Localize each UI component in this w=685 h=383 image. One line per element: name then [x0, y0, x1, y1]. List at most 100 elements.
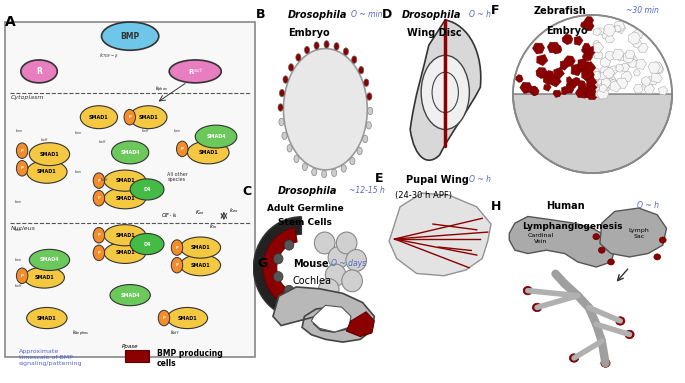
Text: Embryo: Embryo — [288, 28, 329, 38]
PathPatch shape — [634, 85, 643, 93]
Ellipse shape — [169, 60, 221, 83]
Text: Wing Disc: Wing Disc — [407, 28, 462, 38]
PathPatch shape — [633, 39, 642, 48]
PathPatch shape — [587, 87, 599, 99]
Text: SMAD1: SMAD1 — [37, 169, 57, 174]
Text: $k_{off}$: $k_{off}$ — [170, 328, 179, 337]
Circle shape — [284, 49, 367, 170]
Ellipse shape — [104, 188, 146, 209]
PathPatch shape — [594, 42, 603, 53]
PathPatch shape — [603, 24, 616, 36]
Text: H: H — [490, 200, 501, 213]
PathPatch shape — [553, 90, 561, 97]
Circle shape — [336, 232, 357, 254]
Ellipse shape — [101, 22, 159, 50]
Text: SMAD1: SMAD1 — [40, 152, 60, 157]
Text: $k_{on}$: $k_{on}$ — [74, 129, 82, 137]
Circle shape — [321, 170, 327, 178]
Circle shape — [351, 56, 357, 63]
PathPatch shape — [586, 71, 595, 80]
Circle shape — [319, 279, 339, 300]
Text: P: P — [97, 233, 100, 237]
Circle shape — [342, 270, 362, 292]
PathPatch shape — [614, 25, 621, 32]
Text: $K_{ex}$: $K_{ex}$ — [195, 208, 206, 217]
PathPatch shape — [597, 79, 606, 88]
Text: SMAD4: SMAD4 — [121, 293, 140, 298]
Text: SMAD1: SMAD1 — [190, 245, 210, 250]
Text: P: P — [21, 149, 23, 153]
PathPatch shape — [578, 59, 588, 69]
Text: R$^{act}$: R$^{act}$ — [188, 66, 203, 77]
Text: P: P — [21, 274, 23, 278]
Text: $k_{on}$: $k_{on}$ — [173, 128, 181, 135]
PathPatch shape — [582, 68, 593, 80]
Text: $k_{TGF-\beta}$: $k_{TGF-\beta}$ — [99, 52, 119, 62]
Ellipse shape — [112, 141, 149, 164]
Circle shape — [273, 254, 283, 264]
PathPatch shape — [632, 29, 643, 40]
PathPatch shape — [532, 43, 545, 54]
PathPatch shape — [630, 56, 638, 63]
Text: SMAD1: SMAD1 — [115, 196, 135, 201]
PathPatch shape — [602, 32, 611, 39]
Circle shape — [171, 257, 183, 273]
PathPatch shape — [608, 66, 617, 75]
Circle shape — [625, 330, 634, 339]
PathPatch shape — [552, 44, 562, 54]
Text: SMAD1: SMAD1 — [34, 275, 54, 280]
PathPatch shape — [585, 87, 597, 98]
Text: $k_{phos}$: $k_{phos}$ — [155, 85, 168, 95]
Circle shape — [432, 72, 458, 113]
PathPatch shape — [516, 75, 523, 82]
Text: $CIF\cdot k_I$: $CIF\cdot k_I$ — [161, 211, 177, 220]
PathPatch shape — [572, 77, 581, 86]
Text: $k_{on}$: $k_{on}$ — [14, 256, 23, 264]
Text: $k_{off}$: $k_{off}$ — [99, 138, 108, 146]
Text: SMAD1: SMAD1 — [115, 233, 135, 238]
Text: SMAD1: SMAD1 — [190, 263, 210, 268]
Ellipse shape — [21, 60, 58, 83]
Circle shape — [660, 237, 666, 243]
PathPatch shape — [605, 34, 614, 43]
PathPatch shape — [562, 87, 569, 95]
Circle shape — [366, 122, 371, 129]
PathPatch shape — [595, 90, 603, 98]
PathPatch shape — [543, 84, 551, 91]
Circle shape — [523, 286, 532, 295]
Text: Stem Cells: Stem Cells — [278, 218, 332, 227]
Circle shape — [601, 359, 610, 367]
PathPatch shape — [560, 60, 569, 70]
PathPatch shape — [592, 71, 601, 80]
PathPatch shape — [571, 64, 582, 76]
PathPatch shape — [586, 88, 599, 100]
Text: O ~ min: O ~ min — [351, 10, 382, 19]
PathPatch shape — [636, 59, 647, 69]
PathPatch shape — [584, 72, 595, 82]
PathPatch shape — [649, 75, 658, 85]
Wedge shape — [253, 217, 301, 319]
PathPatch shape — [593, 88, 600, 94]
PathPatch shape — [600, 208, 667, 257]
Circle shape — [599, 247, 605, 253]
Text: Drosophila: Drosophila — [401, 10, 461, 20]
Text: SMAD4: SMAD4 — [121, 150, 140, 155]
PathPatch shape — [593, 68, 601, 77]
PathPatch shape — [648, 62, 660, 73]
Text: SMAD1: SMAD1 — [199, 150, 218, 155]
PathPatch shape — [634, 70, 640, 76]
PathPatch shape — [593, 41, 601, 47]
PathPatch shape — [610, 79, 617, 87]
PathPatch shape — [410, 20, 481, 160]
PathPatch shape — [588, 85, 600, 97]
Text: O ~ h: O ~ h — [469, 10, 491, 19]
PathPatch shape — [621, 71, 632, 82]
PathPatch shape — [643, 80, 652, 89]
Text: $k_{on}$: $k_{on}$ — [74, 168, 82, 176]
PathPatch shape — [530, 86, 538, 93]
Circle shape — [325, 264, 346, 286]
Text: SMAD1: SMAD1 — [115, 250, 135, 255]
Text: ~30 min: ~30 min — [626, 6, 659, 15]
PathPatch shape — [582, 64, 591, 74]
PathPatch shape — [595, 87, 603, 95]
